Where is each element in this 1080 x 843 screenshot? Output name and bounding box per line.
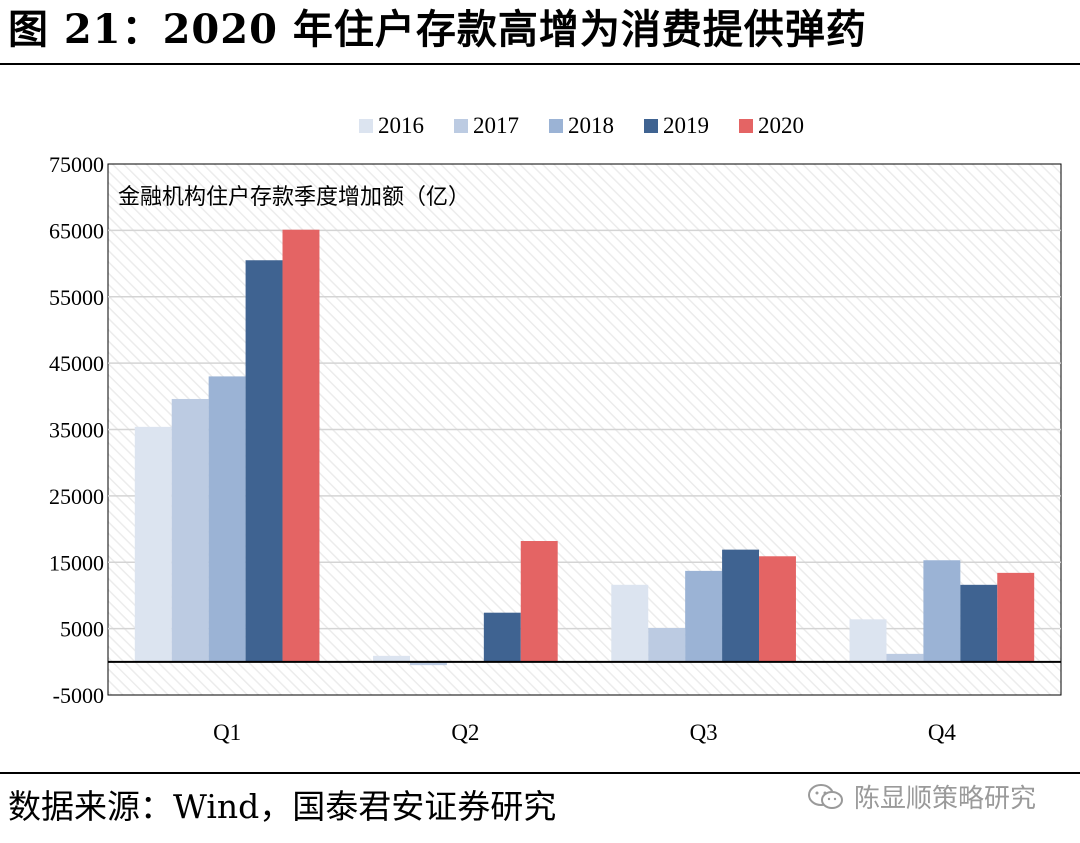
y-tick-label: 75000 xyxy=(49,152,104,177)
y-tick-label: 25000 xyxy=(49,484,104,509)
x-tick-label: Q3 xyxy=(690,720,718,745)
bar-2019-q2 xyxy=(483,612,521,662)
bar-2020-q3 xyxy=(759,556,796,662)
y-tick-label: 45000 xyxy=(49,351,104,376)
x-axis-ticks: Q1 Q2 Q3 Q4 xyxy=(213,720,956,745)
y-tick-label: 35000 xyxy=(49,418,104,443)
legend-swatch-2020 xyxy=(739,119,753,133)
bar-2019-q3 xyxy=(722,549,760,662)
bar-2016-q1 xyxy=(134,426,172,662)
bars xyxy=(134,229,1035,666)
bar-2020-q1 xyxy=(282,229,320,662)
bar-2016-q2 xyxy=(373,655,410,662)
chart-inner-title: 金融机构住户存款季度增加额（亿） xyxy=(118,185,470,210)
watermark-text: 陈显顺策略研究 xyxy=(854,784,1037,814)
bar-2020-q2 xyxy=(520,541,558,662)
legend-swatch-2016 xyxy=(359,119,373,133)
legend-label: 2020 xyxy=(758,113,804,138)
bar-2016-q4 xyxy=(849,619,887,662)
bar-2019-q1 xyxy=(245,260,283,662)
footer-rule xyxy=(0,772,1080,774)
x-tick-label: Q1 xyxy=(213,720,241,745)
bar-2019-q4 xyxy=(960,584,998,662)
bar-chart: -5000 5000 15000 25000 35000 45000 55000 65000 7… xyxy=(49,113,1062,745)
bar-2018-q1 xyxy=(208,376,246,662)
bar-2020-q4 xyxy=(997,572,1035,662)
bar-2018-q3 xyxy=(685,570,723,662)
legend-swatch-2018 xyxy=(549,119,563,133)
bar-2017-q4 xyxy=(886,653,924,662)
x-tick-label: Q2 xyxy=(451,720,479,745)
legend: 2016 2017 2018 2019 2020 xyxy=(359,113,804,138)
bar-2016-q3 xyxy=(611,584,649,662)
y-tick-label: 55000 xyxy=(49,285,104,310)
y-tick-label: -5000 xyxy=(53,683,104,708)
y-tick-label: 5000 xyxy=(60,617,104,642)
y-tick-label: 15000 xyxy=(49,550,104,575)
legend-label: 2018 xyxy=(568,113,614,138)
x-tick-label: Q4 xyxy=(928,720,957,745)
y-tick-label: 65000 xyxy=(49,218,104,243)
bar-2017-q2 xyxy=(409,661,447,666)
legend-label: 2016 xyxy=(378,113,424,138)
legend-swatch-2019 xyxy=(644,119,658,133)
legend-label: 2017 xyxy=(473,113,519,138)
bar-2018-q4 xyxy=(923,560,961,662)
watermark: 陈显顺策略研究 xyxy=(806,778,1036,815)
source-note: 数据来源：Wind，国泰君安证券研究 xyxy=(8,787,557,826)
bar-2017-q3 xyxy=(648,627,686,662)
wechat-icon xyxy=(808,783,843,809)
figure-title: 图 21：2020 年住户存款高增为消费提供弹药 xyxy=(8,6,867,53)
legend-swatch-2017 xyxy=(454,119,468,133)
bar-2017-q1 xyxy=(171,398,209,662)
title-rule xyxy=(0,63,1080,65)
y-axis-ticks: -5000 5000 15000 25000 35000 45000 55000 65000 7… xyxy=(49,152,104,708)
legend-label: 2019 xyxy=(663,113,709,138)
